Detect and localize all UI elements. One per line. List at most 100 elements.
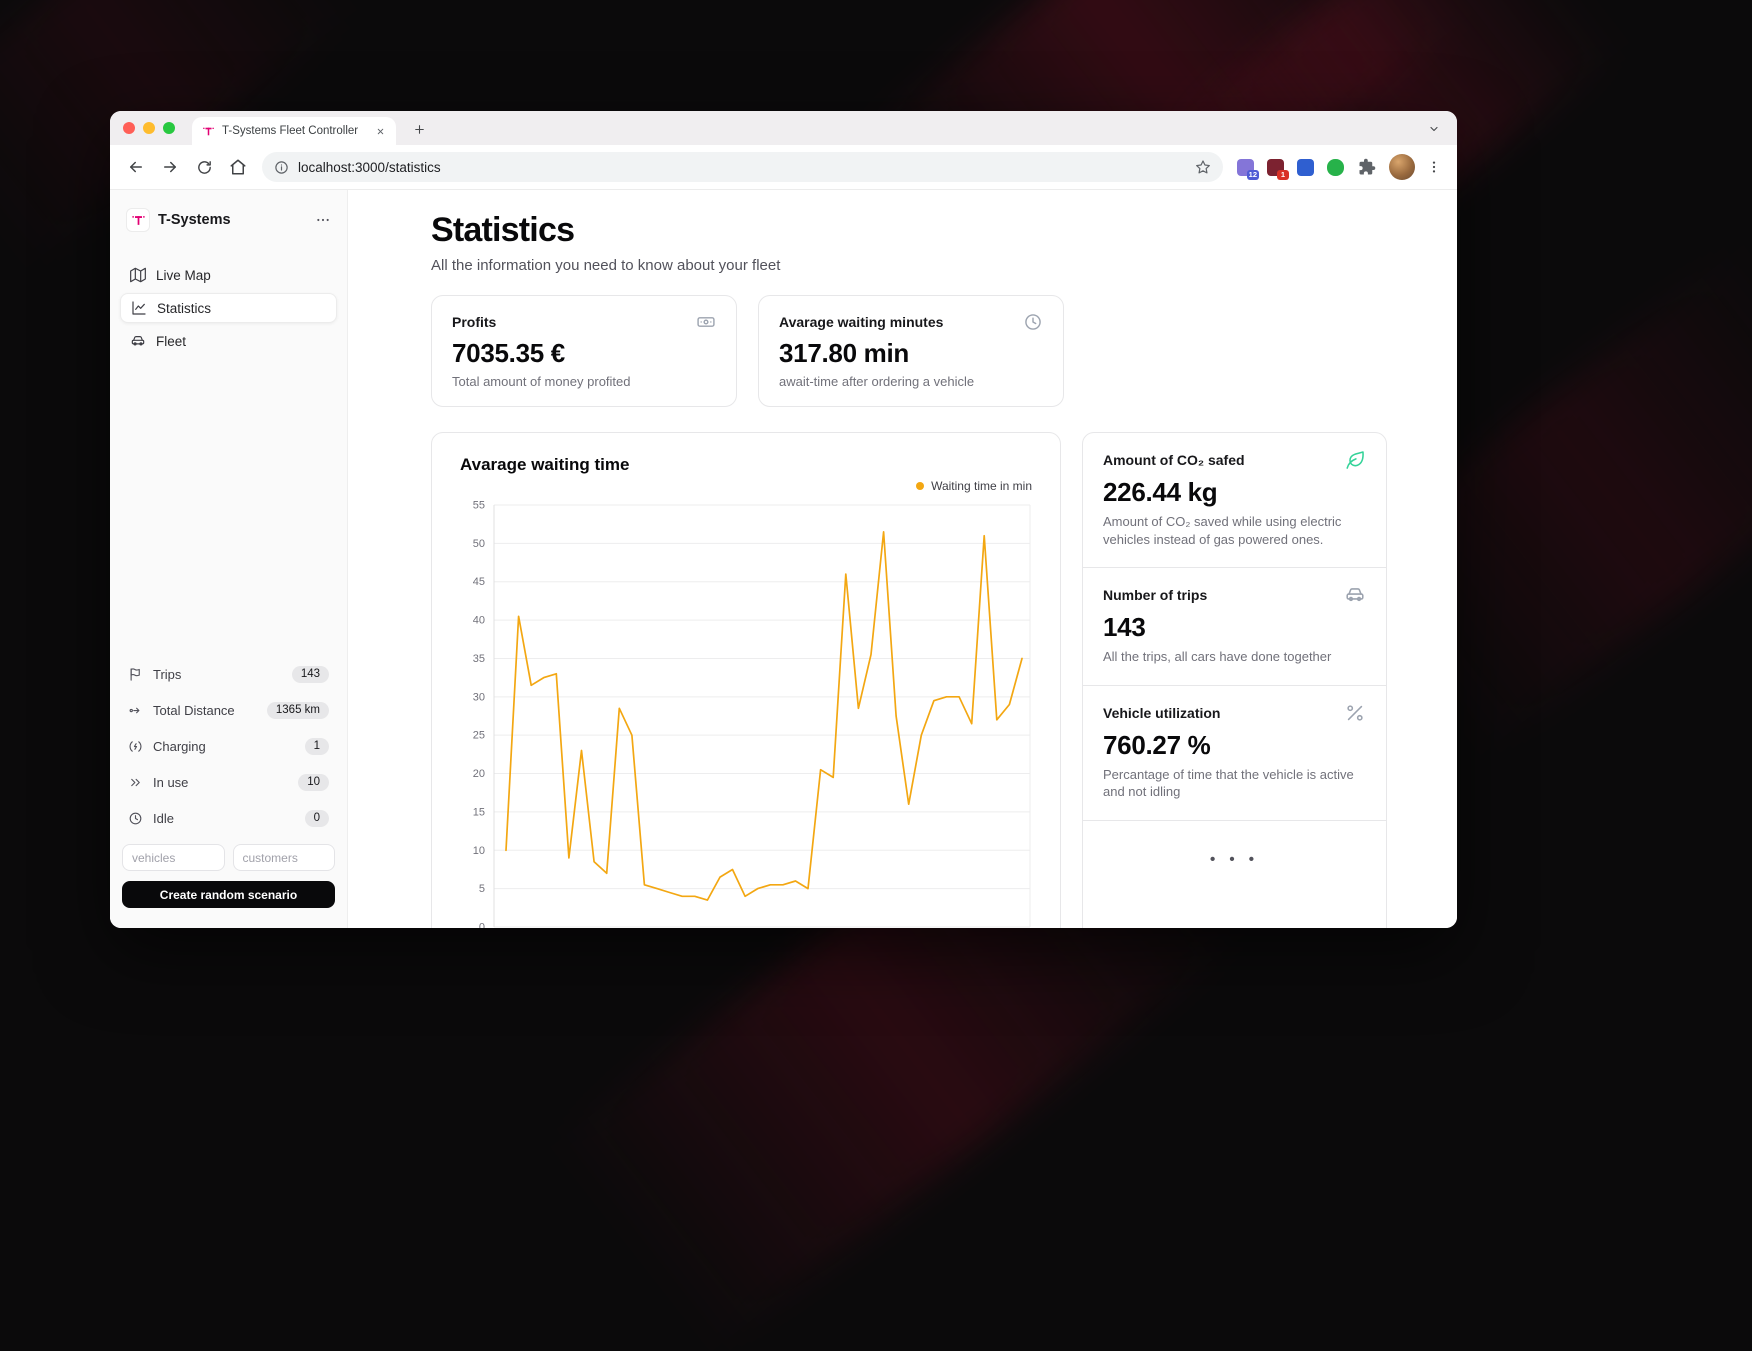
card-caption: Amount of CO₂ saved while using electric…: [1103, 514, 1342, 547]
clock-icon: [1023, 312, 1043, 332]
extension-icon-3[interactable]: [1291, 153, 1319, 181]
address-bar[interactable]: localhost:3000/statistics: [262, 152, 1223, 182]
card-label: Number of trips: [1103, 587, 1208, 604]
route-icon: [128, 703, 143, 718]
minimize-window-button[interactable]: [143, 122, 155, 134]
sidebar-nav: Live Map Statistics Fleet: [120, 260, 337, 356]
svg-text:10: 10: [473, 845, 485, 857]
card-label: Amount of CO₂ safed: [1103, 452, 1245, 468]
number-of-trips-card: Number of trips 143 All the trips, all c…: [1083, 567, 1386, 685]
stat-label: Charging: [153, 738, 206, 754]
back-button[interactable]: [120, 151, 152, 183]
card-value: 7035.35 €: [452, 338, 565, 368]
stat-cards-row: Profits 7035.35 € Total amount of money …: [431, 295, 1457, 407]
sidebar-item-statistics[interactable]: Statistics: [120, 293, 337, 323]
svg-text:35: 35: [473, 653, 485, 665]
svg-text:15: 15: [473, 806, 485, 818]
stat-badge: 1365 km: [266, 701, 329, 719]
svg-text:40: 40: [473, 615, 485, 627]
card-label: Profits: [452, 314, 497, 330]
charging-icon: [128, 739, 143, 754]
kpi-column: Amount of CO₂ safed 226.44 kg Amount of …: [1082, 432, 1387, 928]
stat-row-total-distance: Total Distance 1365 km: [120, 692, 337, 728]
more-indicator: • • •: [1209, 850, 1260, 868]
banknote-icon: [696, 312, 716, 332]
sidebar-header: T-Systems: [120, 204, 337, 236]
new-tab-button[interactable]: [406, 116, 432, 142]
stat-badge: 1: [304, 737, 329, 755]
waiting-time-chart-card: Avarage waiting time Waiting time in min…: [431, 432, 1061, 928]
url-text: localhost:3000/statistics: [298, 159, 441, 175]
tab-search-chevron-icon[interactable]: [1423, 118, 1445, 140]
reload-button[interactable]: [188, 151, 220, 183]
sidebar-bottom: Trips 143 Total Distance 1365 km Chargin…: [120, 656, 337, 908]
browser-menu-icon[interactable]: [1421, 154, 1447, 180]
nav-label: Live Map: [156, 267, 211, 283]
customers-input[interactable]: [232, 844, 335, 871]
extension-badge: 12: [1246, 170, 1259, 180]
card-caption: await-time after ordering a vehicle: [779, 374, 975, 389]
page-subtitle: All the information you need to know abo…: [431, 257, 781, 274]
line-chart-icon: [131, 300, 147, 316]
brand-name: T-Systems: [158, 212, 231, 228]
tab-close-icon[interactable]: [372, 123, 388, 139]
card-value: 226.44 kg: [1103, 477, 1218, 507]
main-content: Statistics All the information you need …: [348, 190, 1457, 928]
svg-text:55: 55: [473, 500, 485, 512]
stat-row-charging: Charging 1: [120, 728, 337, 764]
waiting-minutes-card: Avarage waiting minutes 317.80 min await…: [758, 295, 1064, 407]
tab-title: T-Systems Fleet Controller: [222, 125, 359, 137]
chart-title: Avarage waiting time: [460, 455, 630, 474]
maximize-window-button[interactable]: [163, 122, 175, 134]
svg-text:5: 5: [479, 883, 485, 895]
forward-button[interactable]: [154, 151, 186, 183]
vehicle-utilization-card: Vehicle utilization 760.27 % Percantage …: [1083, 684, 1386, 820]
stat-row-idle: Idle 0: [120, 800, 337, 836]
svg-text:20: 20: [473, 768, 485, 780]
extension-icon-2[interactable]: 1: [1261, 153, 1289, 181]
extension-glyph: [1326, 158, 1344, 176]
car-icon: [1344, 584, 1366, 606]
chart-legend: Waiting time in min: [460, 479, 1032, 493]
extension-icon-4[interactable]: [1321, 153, 1349, 181]
home-button[interactable]: [222, 151, 254, 183]
card-value: 760.27 %: [1103, 729, 1211, 760]
extension-badge: 1: [1277, 170, 1289, 180]
co2-saved-card: Amount of CO₂ safed 226.44 kg Amount of …: [1083, 433, 1386, 567]
t-systems-logo: [126, 208, 150, 232]
close-window-button[interactable]: [123, 122, 135, 134]
scenario-inputs: [120, 844, 337, 871]
car-icon: [130, 333, 146, 349]
browser-toolbar: localhost:3000/statistics 12 1: [110, 145, 1457, 190]
stat-label: Total Distance: [153, 702, 235, 718]
card-value: 143: [1103, 612, 1146, 643]
extension-icon-1[interactable]: 12: [1231, 153, 1259, 181]
site-info-icon[interactable]: [274, 160, 289, 175]
card-caption: Total amount of money profited: [452, 374, 631, 389]
sidebar-menu-ellipsis-icon[interactable]: [315, 212, 331, 228]
svg-text:25: 25: [473, 730, 485, 742]
waiting-time-line-chart: 0 5 10 15 20 25 30 35 40 45 50 55: [473, 500, 1031, 928]
extensions-puzzle-icon[interactable]: [1351, 151, 1383, 183]
svg-text:45: 45: [473, 576, 485, 588]
more-card: • • •: [1083, 819, 1386, 928]
vehicles-input[interactable]: [122, 844, 225, 871]
chevrons-right-icon: [128, 775, 143, 790]
stat-label: In use: [153, 774, 189, 790]
extension-glyph: [1296, 158, 1314, 176]
bookmark-star-icon[interactable]: [1195, 159, 1211, 175]
create-random-scenario-button[interactable]: Create random scenario: [122, 881, 335, 908]
sidebar-item-live-map[interactable]: Live Map: [120, 260, 337, 290]
profile-avatar[interactable]: [1389, 154, 1415, 180]
stat-label: Idle: [153, 810, 174, 826]
clock-icon: [128, 811, 143, 826]
flag-icon: [128, 667, 143, 682]
card-label: Avarage waiting minutes: [779, 314, 944, 330]
t-systems-favicon: [203, 127, 214, 135]
card-caption: All the trips, all cars have done togeth…: [1103, 649, 1332, 665]
stat-row-trips: Trips 143: [120, 656, 337, 692]
card-caption: Percantage of time that the vehicle is a…: [1103, 766, 1354, 800]
sidebar-item-fleet[interactable]: Fleet: [120, 326, 337, 356]
tab-strip: T-Systems Fleet Controller: [110, 111, 1457, 145]
browser-tab[interactable]: T-Systems Fleet Controller: [192, 117, 396, 145]
